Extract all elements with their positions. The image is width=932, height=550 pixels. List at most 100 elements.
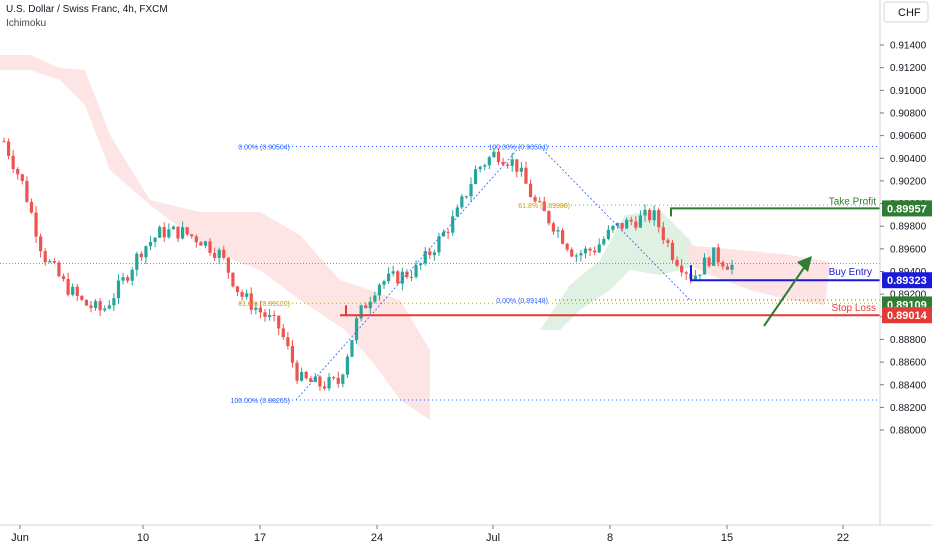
- candle: [61, 273, 66, 282]
- candle-body: [98, 301, 102, 311]
- candle: [89, 300, 93, 313]
- indicator-label: Ichimoku: [6, 18, 47, 29]
- candle: [611, 225, 615, 233]
- candle: [254, 301, 258, 315]
- candle-body: [615, 222, 620, 226]
- candle: [583, 246, 588, 259]
- candle: [277, 315, 281, 336]
- candle: [286, 331, 290, 350]
- candle-body: [130, 269, 134, 281]
- candle-body: [716, 247, 720, 263]
- date-tick-label: 15: [721, 532, 733, 544]
- candle-body: [322, 386, 327, 389]
- candle-body: [272, 315, 276, 317]
- candle: [130, 267, 134, 286]
- candle: [208, 238, 212, 256]
- candle: [556, 226, 560, 238]
- candle-body: [203, 241, 208, 246]
- candle-body: [11, 155, 15, 170]
- candle-body: [496, 151, 501, 163]
- fib-retracement: 0.00% (0.90504) 61.8% (0.89120) 100.00% (0…: [230, 144, 880, 405]
- candle: [657, 207, 661, 233]
- candles: [2, 137, 734, 392]
- candle: [190, 233, 194, 239]
- candle-body: [588, 248, 592, 251]
- candle-body: [579, 253, 583, 256]
- price-tick-label: 0.88400: [890, 380, 927, 391]
- price-tick-label: 0.88600: [890, 358, 927, 369]
- fib2-label-0: 0.00% (0.89148): [496, 298, 548, 305]
- candle-body: [116, 280, 121, 299]
- candle: [263, 308, 267, 322]
- candle: [579, 249, 583, 262]
- candle-body: [693, 275, 697, 280]
- candle-body: [249, 293, 253, 310]
- candle: [6, 138, 11, 160]
- candle: [693, 269, 697, 280]
- candle-body: [185, 227, 189, 235]
- candle: [66, 272, 70, 297]
- candle-body: [43, 251, 47, 263]
- candle-body: [139, 253, 143, 258]
- candle-body: [574, 255, 578, 257]
- candle-body: [254, 307, 258, 310]
- candle: [80, 295, 84, 302]
- candle-body: [162, 227, 166, 238]
- candle-body: [103, 308, 107, 311]
- candle-body: [34, 212, 38, 237]
- candle: [16, 167, 20, 180]
- candle: [382, 279, 386, 290]
- fib1-label-100: 100.00% (0.88265): [230, 398, 290, 405]
- candle-body: [387, 273, 391, 282]
- stop-loss-label: Stop Loss: [832, 303, 876, 314]
- price-tick-label: 0.88200: [890, 403, 927, 414]
- candle: [647, 207, 652, 223]
- candle-body: [368, 301, 372, 309]
- candle: [423, 247, 427, 266]
- candle: [176, 226, 180, 243]
- candle-body: [144, 246, 148, 258]
- candle-body: [235, 286, 240, 293]
- candle-body: [48, 261, 52, 263]
- date-tick-label: 24: [371, 532, 383, 544]
- candle: [570, 247, 574, 258]
- candle: [359, 304, 363, 322]
- candle-body: [336, 377, 340, 384]
- candle-body: [300, 372, 304, 381]
- candle: [116, 274, 121, 305]
- candle-body: [281, 328, 285, 338]
- candle-body: [702, 257, 707, 275]
- candle: [528, 179, 533, 198]
- fib1-label-0: 0.00% (0.90504): [238, 144, 290, 151]
- candle: [515, 159, 519, 178]
- candle-body: [712, 247, 716, 266]
- candle: [551, 221, 556, 235]
- fib1-trend-line: [295, 146, 521, 401]
- candle-body: [286, 337, 290, 346]
- candle: [364, 302, 368, 309]
- candle-body: [409, 276, 414, 278]
- bullish-arrow: [763, 256, 812, 327]
- candle-body: [93, 301, 98, 308]
- price-tick-label: 0.91400: [890, 41, 927, 52]
- candle-body: [2, 141, 6, 143]
- candle-body: [267, 315, 272, 317]
- price-tick-label: 0.88800: [890, 335, 927, 346]
- candle-body: [707, 257, 711, 266]
- candle-body: [464, 196, 469, 198]
- candle-body: [16, 169, 20, 175]
- candle: [281, 323, 285, 340]
- candle: [235, 286, 240, 297]
- candle: [171, 225, 176, 230]
- candle-body: [428, 251, 432, 256]
- candle: [602, 236, 606, 246]
- candle-body: [222, 249, 226, 258]
- candle-body: [364, 305, 368, 309]
- price-tick-label: 0.89600: [890, 244, 927, 255]
- candle-body: [730, 264, 734, 270]
- candle-body: [176, 226, 180, 239]
- candle: [409, 270, 414, 282]
- candle: [148, 236, 153, 251]
